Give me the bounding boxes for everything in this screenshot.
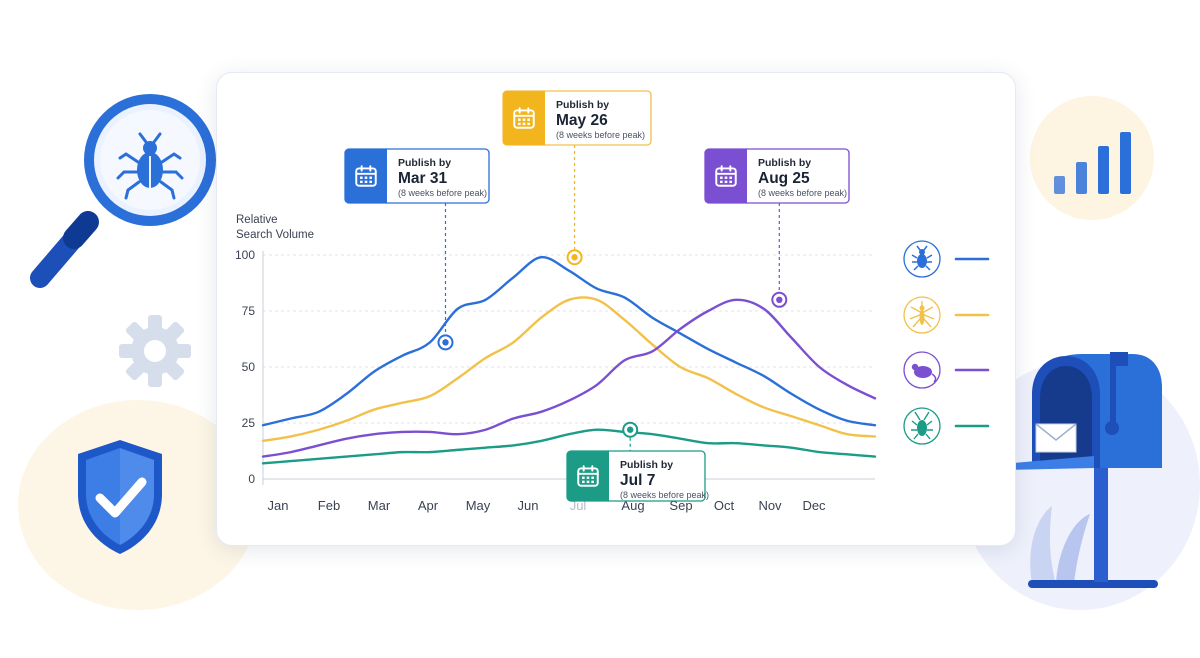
legend-item-1	[903, 240, 990, 278]
mailbox-icon	[1002, 352, 1162, 588]
x-tick-label: Nov	[758, 498, 782, 513]
x-tick-label: Jun	[518, 498, 539, 513]
callout-heading: Publish by	[398, 157, 451, 169]
y-tick-label: 25	[242, 416, 256, 430]
series-line-2	[261, 296, 877, 443]
x-tick-label: Jan	[268, 498, 289, 513]
callout-icon-bg	[345, 149, 387, 203]
shield-check-icon	[78, 440, 162, 554]
peak-marker-dot	[571, 254, 578, 261]
x-tick-label: Aug	[621, 498, 644, 513]
callout-heading: Publish by	[556, 99, 609, 111]
magnifier-bug-icon	[30, 94, 216, 288]
callout-date: May 26	[556, 112, 608, 129]
callout-note: (8 weeks before peak)	[398, 188, 487, 198]
line-chart: Relative Search Volume 0 25 50 75 100 Jan Feb Mar…	[235, 90, 990, 513]
callout-note: (8 weeks before peak)	[620, 490, 709, 500]
legend-item-4	[903, 407, 990, 445]
x-tick-label: Sep	[669, 498, 692, 513]
beetle-icon	[911, 245, 933, 271]
mosquito-icon	[909, 301, 935, 328]
y-tick-label: 75	[242, 304, 256, 318]
callout-date: Mar 31	[398, 170, 447, 187]
callout-icon-bg	[567, 451, 609, 501]
series-line-1	[261, 256, 877, 427]
legend-item-3	[903, 351, 990, 389]
legend-item-2	[903, 296, 990, 334]
x-tick-label: May	[466, 498, 491, 513]
x-tick-label: Mar	[368, 498, 391, 513]
bar-chart-icon	[1054, 132, 1131, 194]
callout-note: (8 weeks before peak)	[758, 188, 847, 198]
callout-date: Aug 25	[758, 170, 810, 187]
x-tick-label: Apr	[418, 498, 439, 513]
callout-date: Jul 7	[620, 472, 655, 489]
callout-icon-bg	[705, 149, 747, 203]
callout-heading: Publish by	[620, 459, 673, 471]
mouse-icon	[911, 363, 937, 383]
callout-note: (8 weeks before peak)	[556, 130, 645, 140]
chart-card: Relative Search Volume 0 25 50 75 100 Jan Feb Mar…	[216, 72, 1016, 546]
y-tick-label: 50	[242, 360, 256, 374]
callout-icon-bg	[503, 91, 545, 145]
background-blob-right-top	[1030, 96, 1154, 220]
series-line-3	[261, 298, 877, 458]
x-tick-label: Jul	[570, 498, 587, 513]
y-axis-label: Search Volume	[236, 229, 314, 241]
x-tick-label: Dec	[802, 498, 826, 513]
series-line-4	[261, 428, 877, 465]
peak-marker-dot	[627, 426, 634, 433]
x-tick-label: Feb	[318, 498, 340, 513]
x-tick-label: Oct	[714, 498, 735, 513]
gear-icon	[119, 315, 191, 387]
peak-marker-dot	[442, 339, 449, 346]
y-axis-label: Relative	[236, 214, 278, 226]
y-tick-label: 0	[248, 472, 255, 486]
peak-marker-dot	[776, 296, 783, 303]
callout-heading: Publish by	[758, 157, 811, 169]
y-tick-label: 100	[235, 248, 255, 262]
cockroach-icon	[911, 411, 933, 440]
